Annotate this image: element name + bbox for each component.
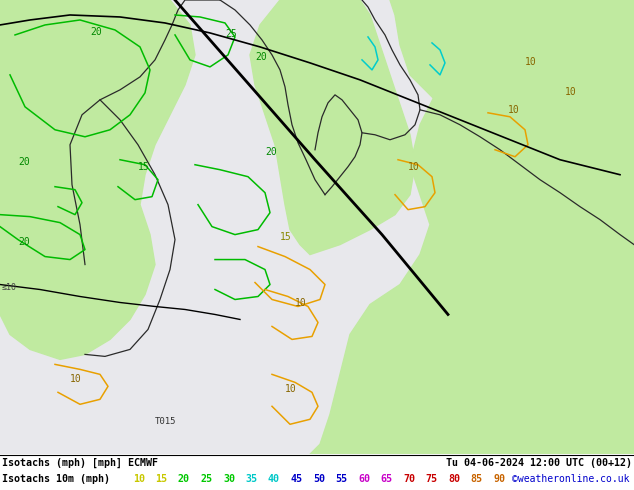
Text: 55: 55 — [335, 474, 347, 484]
Polygon shape — [0, 195, 65, 260]
Text: 45: 45 — [290, 474, 302, 484]
Polygon shape — [320, 145, 360, 190]
Text: 35: 35 — [245, 474, 257, 484]
Polygon shape — [30, 230, 150, 315]
Text: 30: 30 — [223, 474, 235, 484]
Text: 10: 10 — [565, 87, 577, 97]
Text: 50: 50 — [313, 474, 325, 484]
Text: 10: 10 — [70, 374, 82, 384]
Text: 10: 10 — [408, 162, 420, 172]
Text: 10: 10 — [525, 57, 537, 67]
Text: 10: 10 — [295, 298, 307, 309]
Text: T015: T015 — [155, 417, 176, 426]
Polygon shape — [285, 150, 305, 170]
Text: 80: 80 — [448, 474, 460, 484]
Text: 75: 75 — [425, 474, 437, 484]
Text: 85: 85 — [470, 474, 482, 484]
Text: Tu 04-06-2024 12:00 UTC (00+12): Tu 04-06-2024 12:00 UTC (00+12) — [446, 458, 632, 468]
Polygon shape — [250, 0, 415, 255]
Text: 90: 90 — [493, 474, 505, 484]
Polygon shape — [390, 0, 634, 374]
Text: 20: 20 — [255, 52, 267, 62]
Polygon shape — [410, 0, 634, 294]
Text: 15: 15 — [138, 162, 150, 172]
Text: 15: 15 — [155, 474, 167, 484]
Text: 15: 15 — [280, 232, 292, 242]
Polygon shape — [0, 0, 195, 359]
Text: ©weatheronline.co.uk: ©weatheronline.co.uk — [512, 474, 630, 484]
Text: Isotachs (mph) [mph] ECMWF: Isotachs (mph) [mph] ECMWF — [2, 458, 158, 468]
Text: ≤10: ≤10 — [2, 283, 17, 292]
Text: 20: 20 — [18, 157, 30, 167]
Text: 20: 20 — [90, 27, 101, 37]
Polygon shape — [335, 95, 375, 145]
Polygon shape — [310, 0, 634, 454]
Text: 20: 20 — [178, 474, 190, 484]
Text: 10: 10 — [285, 384, 297, 394]
Text: 25: 25 — [200, 474, 212, 484]
Polygon shape — [355, 190, 368, 207]
Text: 40: 40 — [268, 474, 280, 484]
Text: 60: 60 — [358, 474, 370, 484]
Text: 20: 20 — [18, 237, 30, 246]
Text: 20: 20 — [265, 147, 277, 157]
Text: 10: 10 — [133, 474, 145, 484]
Text: 65: 65 — [380, 474, 392, 484]
Text: 10: 10 — [508, 105, 520, 115]
Text: Isotachs 10m (mph): Isotachs 10m (mph) — [2, 474, 110, 484]
Text: 25: 25 — [225, 29, 236, 39]
Text: 70: 70 — [403, 474, 415, 484]
